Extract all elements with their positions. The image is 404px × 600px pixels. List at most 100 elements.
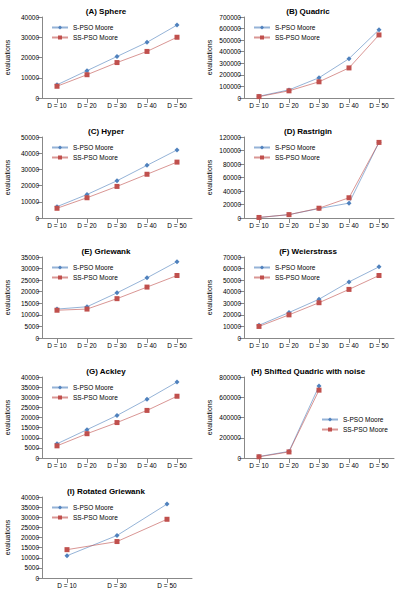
svg-text:0: 0 [237, 455, 241, 462]
svg-text:30000: 30000 [21, 394, 39, 401]
svg-text:D = 10: D = 10 [47, 342, 67, 349]
svg-text:10000: 10000 [223, 323, 241, 330]
svg-text:40000: 40000 [21, 374, 39, 381]
svg-text:500000: 500000 [219, 37, 241, 44]
svg-text:200000: 200000 [219, 71, 241, 78]
svg-text:80000: 80000 [223, 161, 241, 168]
svg-text:30000: 30000 [21, 166, 39, 173]
svg-text:400000: 400000 [219, 48, 241, 55]
svg-text:D = 40: D = 40 [137, 462, 157, 469]
svg-text:D = 40: D = 40 [137, 222, 157, 229]
svg-text:20000: 20000 [21, 182, 39, 189]
svg-text:evaluations: evaluations [4, 519, 11, 555]
svg-text:40000: 40000 [21, 150, 39, 157]
svg-text:30000: 30000 [21, 265, 39, 272]
svg-text:25000: 25000 [21, 404, 39, 411]
svg-text:5000: 5000 [25, 564, 40, 571]
svg-text:D = 50: D = 50 [167, 102, 187, 109]
svg-text:D = 50: D = 50 [369, 102, 389, 109]
svg-text:50000: 50000 [223, 277, 241, 284]
svg-text:D = 40: D = 40 [339, 222, 359, 229]
svg-text:30000: 30000 [223, 300, 241, 307]
svg-text:300000: 300000 [219, 60, 241, 67]
svg-text:D = 30: D = 30 [107, 102, 127, 109]
svg-text:15000: 15000 [21, 300, 39, 307]
svg-text:0: 0 [237, 215, 241, 222]
svg-text:0: 0 [237, 335, 241, 342]
svg-text:35000: 35000 [21, 254, 39, 261]
svg-text:D = 20: D = 20 [279, 102, 299, 109]
svg-text:D = 30: D = 30 [309, 342, 329, 349]
svg-text:5000: 5000 [25, 444, 40, 451]
svg-text:(D) Rastrigin: (D) Rastrigin [284, 127, 332, 136]
svg-text:100000: 100000 [219, 147, 241, 154]
svg-text:S-PSO Moore: S-PSO Moore [275, 144, 316, 151]
svg-text:D = 10: D = 10 [249, 102, 269, 109]
svg-text:(B) Quadric: (B) Quadric [286, 7, 330, 16]
svg-text:0: 0 [237, 95, 241, 102]
svg-text:D = 50: D = 50 [157, 582, 177, 589]
svg-text:evaluations: evaluations [206, 159, 213, 195]
svg-text:S-PSO Moore: S-PSO Moore [73, 384, 114, 391]
svg-text:evaluations: evaluations [206, 399, 213, 435]
svg-text:D = 20: D = 20 [279, 222, 299, 229]
svg-text:SS-PSO Moore: SS-PSO Moore [275, 274, 320, 281]
svg-text:D = 20: D = 20 [279, 462, 299, 469]
svg-text:SS-PSO Moore: SS-PSO Moore [275, 154, 320, 161]
svg-text:35000: 35000 [21, 384, 39, 391]
svg-text:0: 0 [35, 455, 39, 462]
svg-text:5000: 5000 [25, 323, 40, 330]
svg-text:D = 30: D = 30 [107, 222, 127, 229]
svg-text:D = 30: D = 30 [107, 582, 127, 589]
svg-text:D = 30: D = 30 [107, 462, 127, 469]
svg-text:D = 40: D = 40 [339, 102, 359, 109]
svg-text:D = 50: D = 50 [369, 462, 389, 469]
svg-text:15000: 15000 [21, 544, 39, 551]
svg-text:400000: 400000 [219, 414, 241, 421]
svg-text:20000: 20000 [223, 311, 241, 318]
svg-text:20000: 20000 [21, 414, 39, 421]
svg-text:D = 30: D = 30 [309, 462, 329, 469]
svg-text:D = 10: D = 10 [249, 342, 269, 349]
svg-text:25000: 25000 [21, 524, 39, 531]
svg-text:100000: 100000 [219, 83, 241, 90]
svg-text:120000: 120000 [219, 134, 241, 141]
svg-text:D = 20: D = 20 [77, 222, 97, 229]
svg-text:S-PSO Moore: S-PSO Moore [275, 264, 316, 271]
svg-text:SS-PSO Moore: SS-PSO Moore [73, 34, 118, 41]
svg-text:600000: 600000 [219, 394, 241, 401]
svg-text:10000: 10000 [21, 434, 39, 441]
svg-text:D = 30: D = 30 [309, 102, 329, 109]
svg-text:20000: 20000 [21, 534, 39, 541]
svg-text:D = 10: D = 10 [249, 462, 269, 469]
svg-text:10000: 10000 [21, 74, 39, 81]
svg-text:D = 10: D = 10 [47, 222, 67, 229]
svg-text:10000: 10000 [21, 198, 39, 205]
svg-text:S-PSO Moore: S-PSO Moore [275, 24, 316, 31]
svg-text:(F) Weierstrass: (F) Weierstrass [279, 247, 337, 256]
svg-text:D = 40: D = 40 [137, 102, 157, 109]
svg-text:evaluations: evaluations [206, 279, 213, 315]
svg-text:D = 50: D = 50 [167, 462, 187, 469]
svg-text:evaluations: evaluations [4, 159, 11, 195]
svg-text:D = 50: D = 50 [167, 222, 187, 229]
svg-text:40000: 40000 [223, 288, 241, 295]
svg-text:evaluations: evaluations [4, 39, 11, 75]
svg-text:(C) Hyper: (C) Hyper [88, 127, 124, 136]
svg-text:S-PSO Moore: S-PSO Moore [73, 24, 114, 31]
svg-text:D = 50: D = 50 [369, 222, 389, 229]
svg-text:D = 20: D = 20 [279, 342, 299, 349]
svg-text:60000: 60000 [223, 174, 241, 181]
svg-text:(A) Sphere: (A) Sphere [86, 7, 127, 16]
svg-text:D = 40: D = 40 [339, 342, 359, 349]
svg-text:D = 30: D = 30 [107, 342, 127, 349]
svg-text:20000: 20000 [21, 288, 39, 295]
svg-text:evaluations: evaluations [206, 39, 213, 75]
svg-text:40000: 40000 [223, 188, 241, 195]
svg-text:SS-PSO Moore: SS-PSO Moore [73, 514, 118, 521]
svg-text:0: 0 [35, 95, 39, 102]
svg-text:SS-PSO Moore: SS-PSO Moore [73, 394, 118, 401]
svg-text:D = 40: D = 40 [339, 462, 359, 469]
svg-text:S-PSO Moore: S-PSO Moore [73, 144, 114, 151]
svg-text:200000: 200000 [219, 434, 241, 441]
